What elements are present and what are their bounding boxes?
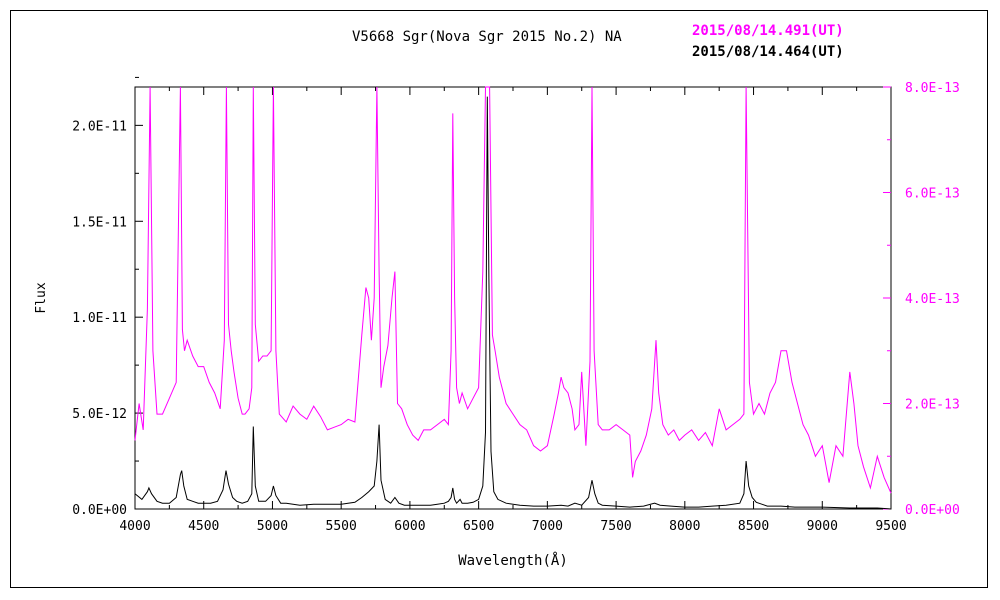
- x-tick-label: 6500: [463, 519, 494, 534]
- plot-area-border: [134, 86, 892, 510]
- x-tick-label: 5000: [257, 519, 288, 534]
- y-right-tick-label: 6.0E-13: [905, 187, 960, 202]
- x-tick-label: 7500: [600, 519, 631, 534]
- series-black-line: [134, 96, 892, 510]
- y-left-tick-label: 5.0E-12: [72, 407, 127, 422]
- y-right-tick-label: 4.0E-13: [905, 292, 960, 307]
- y-left-tick-label: 2.0E-11: [72, 119, 127, 134]
- y-right-tick-label: 0.0E+00: [905, 503, 960, 518]
- y-axis-label: Flux: [34, 282, 49, 313]
- y-right-tick-label: 2.0E-13: [905, 398, 960, 413]
- chart-title: V5668 Sgr(Nova Sgr 2015 No.2) NA: [352, 29, 622, 45]
- x-tick-label: 8000: [669, 519, 700, 534]
- x-tick-label: 9500: [875, 519, 906, 534]
- y-right-tick-label: 8.0E-13: [905, 81, 960, 96]
- y-left-tick-label: 0.0E+00: [72, 503, 127, 518]
- x-axis-label: Wavelength(Å): [458, 552, 568, 569]
- legend-entry-black: 2015/08/14.464(UT): [692, 44, 844, 60]
- x-tick-label: 9000: [807, 519, 838, 534]
- x-tick-label: 6000: [394, 519, 425, 534]
- series-magenta-line: [134, 86, 892, 494]
- x-tick-label: 4500: [188, 519, 219, 534]
- x-tick-label: 8500: [738, 519, 769, 534]
- x-tick-label: 7000: [532, 519, 563, 534]
- y-left-tick-label: 1.0E-11: [72, 311, 127, 326]
- y-left-tick-label: 1.5E-11: [72, 215, 127, 230]
- chart-frame: [10, 10, 988, 588]
- x-tick-label: 4000: [119, 519, 150, 534]
- x-tick-label: 5500: [326, 519, 357, 534]
- legend-entry-magenta: 2015/08/14.491(UT): [692, 23, 844, 39]
